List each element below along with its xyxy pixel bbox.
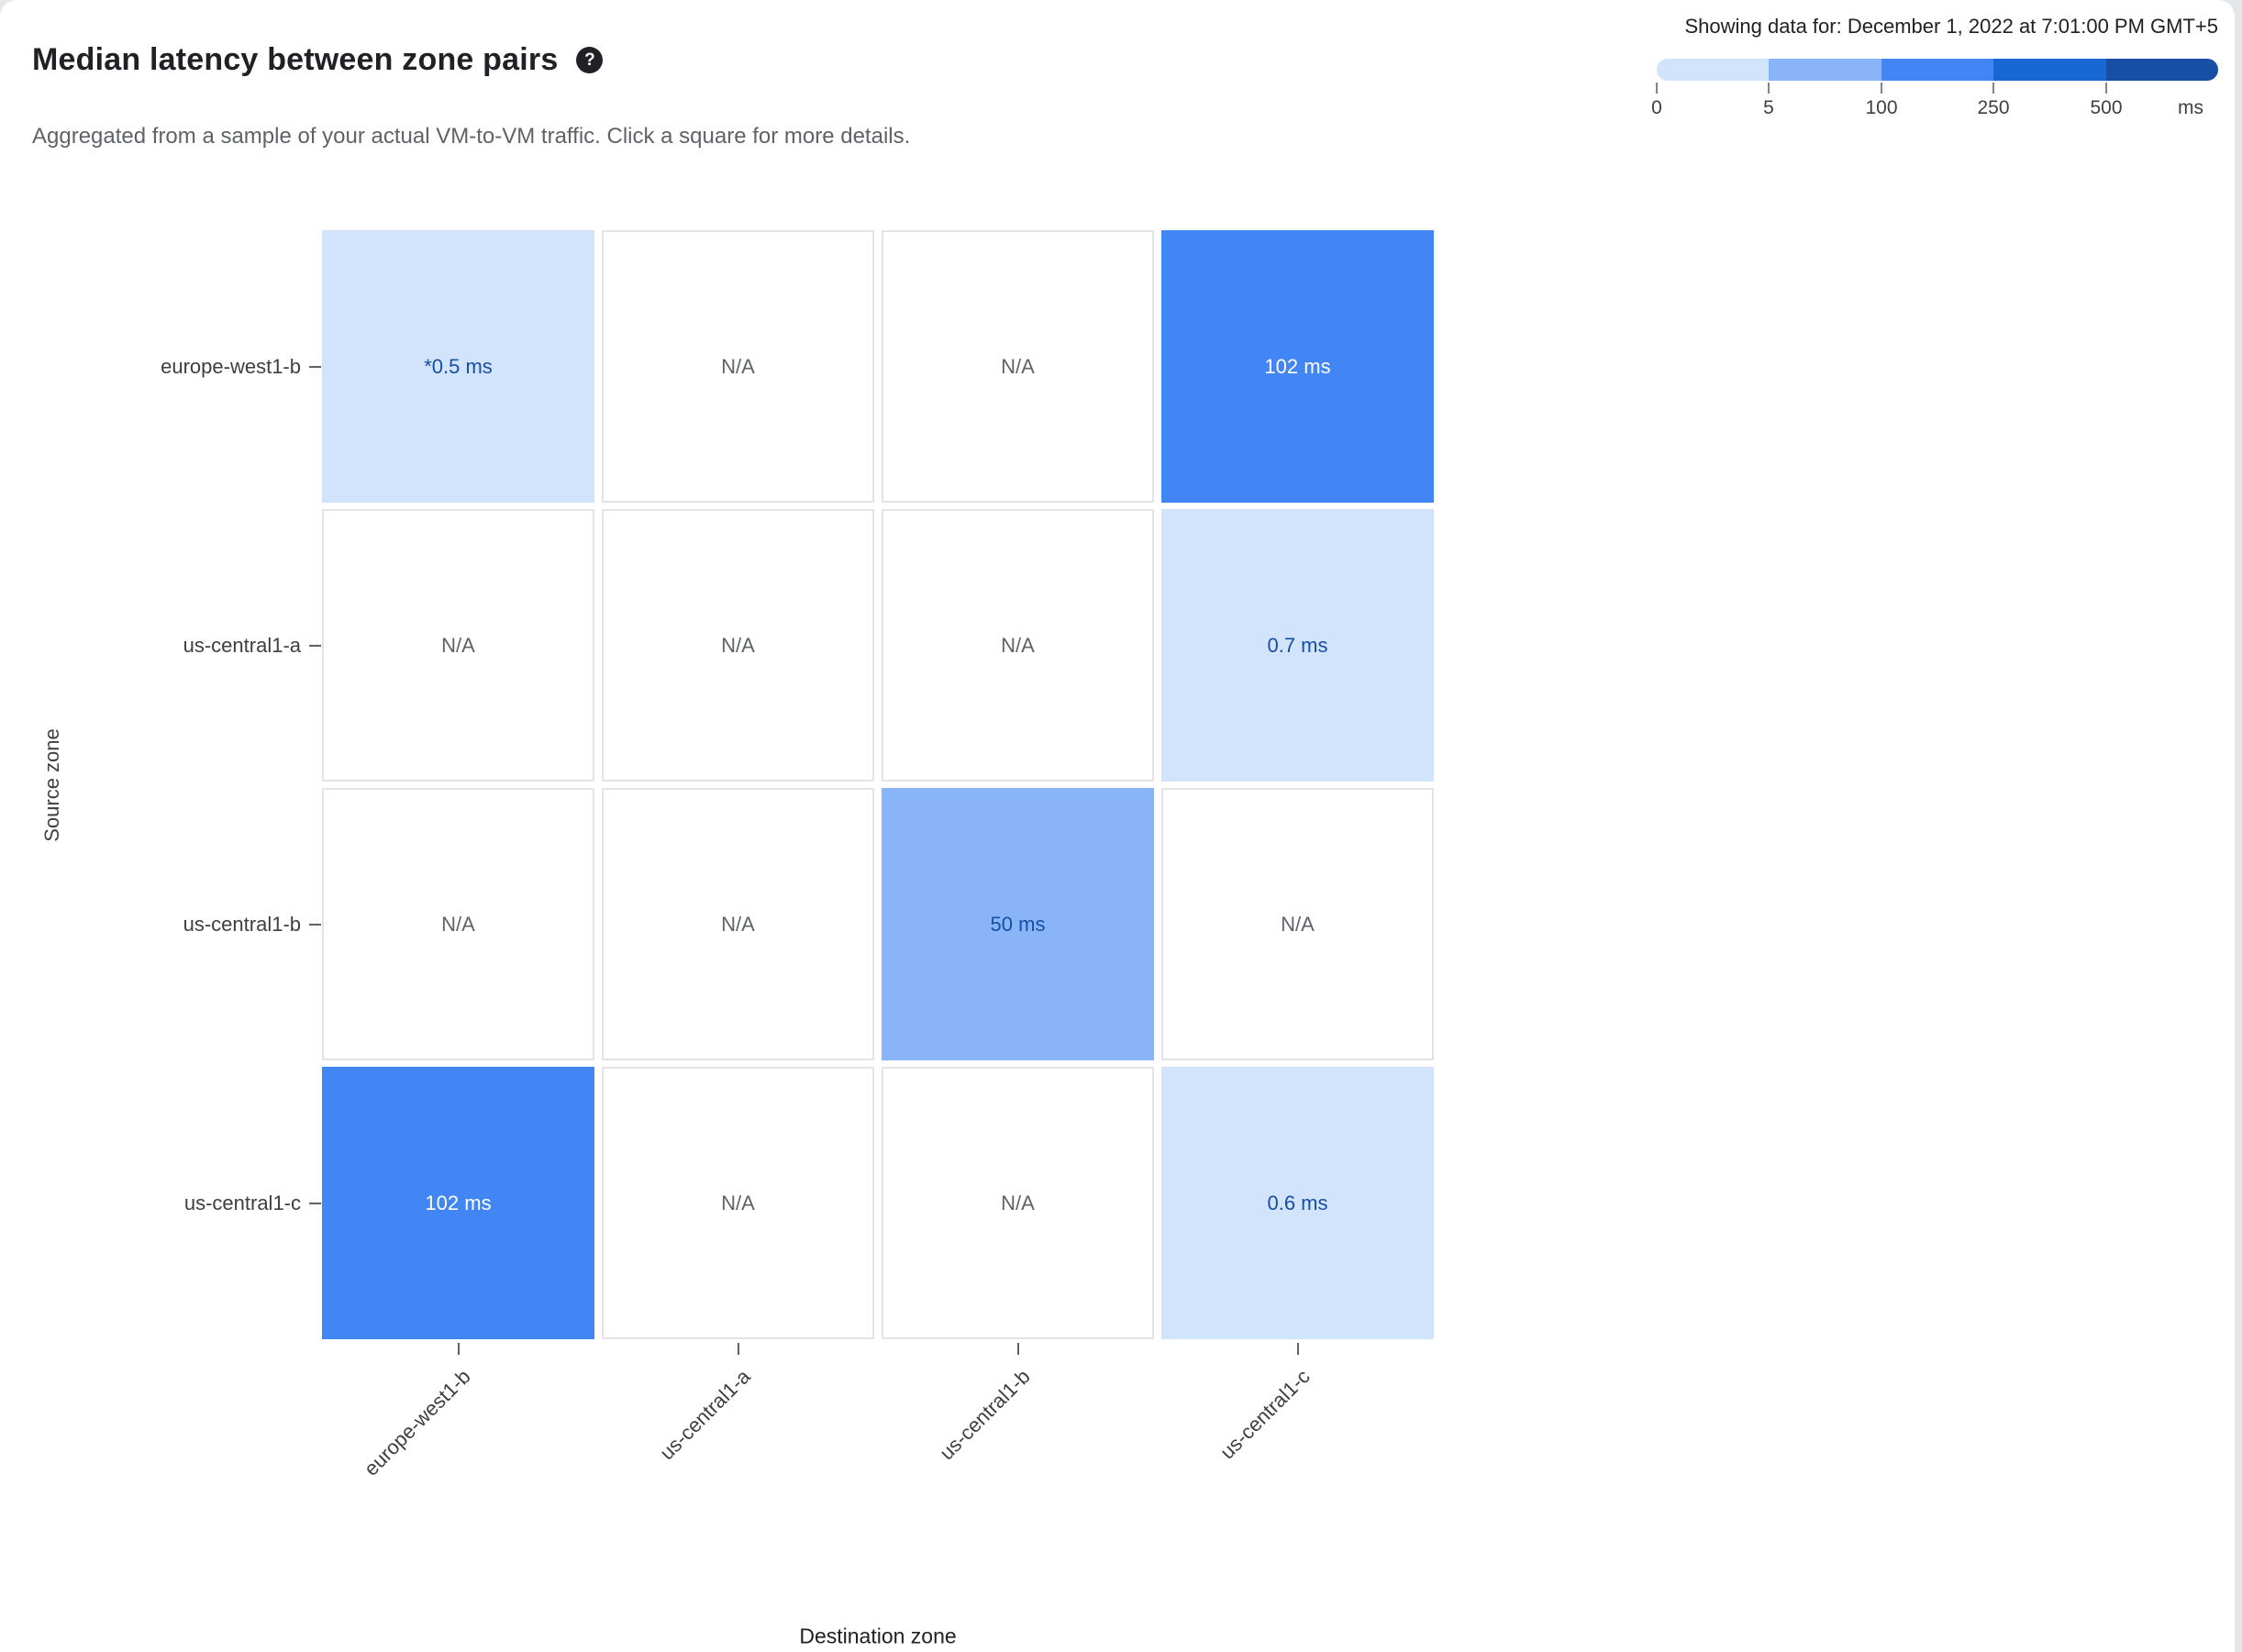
legend-tick-label: 100 [1865,97,1898,118]
row-label: us-central1-a [183,633,301,657]
heatmap-cell[interactable]: 0.7 ms [1161,509,1434,782]
legend-color-segment [2105,59,2218,81]
data-timestamp-and-legend: Showing data for: December 1, 2022 at 7:… [1651,15,2219,136]
help-icon[interactable]: ? [576,47,604,73]
legend-ticks: ms 0 5 100 250 500 [1651,59,2218,136]
col-tick-mark [737,1343,739,1355]
heatmap-grid: *0.5 ms N/A N/A 102 ms N/A N/A N/A 0.7 ms N/A N/A… [322,230,1434,1339]
legend-tick-mark [1656,83,1658,94]
legend-tick-label: 500 [2090,97,2123,118]
heatmap-cell[interactable]: N/A [882,1067,1154,1339]
heatmap-cell[interactable]: 102 ms [1161,230,1434,503]
col-label: us-central1-a [654,1365,755,1465]
heatmap-cell[interactable]: N/A [882,509,1154,782]
heatmap-cell[interactable]: N/A [602,1067,874,1339]
heatmap-cell[interactable]: 0.6 ms [1161,1067,1434,1339]
legend-tick-label: 0 [1651,97,1662,118]
legend-tick-label: 250 [1977,97,2010,118]
legend-tick-mark [1768,83,1770,94]
header: Median latency between zone pairs ? [32,42,604,78]
legend-color-segment [1657,59,1770,81]
legend-tick-mark [1881,83,1882,94]
legend-tick-mark [2105,83,2107,94]
subtitle: Aggregated from a sample of your actual … [32,124,911,149]
latency-color-legend: ms 0 5 100 250 500 [1651,59,2218,136]
y-axis-title: Source zone [40,728,63,842]
heatmap-cell[interactable]: N/A [602,788,874,1060]
col-tick-mark [457,1343,460,1355]
heatmap-cell[interactable]: N/A [602,509,874,782]
legend-unit-label: ms [2178,97,2203,118]
col-tick-mark [1296,1343,1299,1355]
x-axis-title: Destination zone [799,1624,957,1648]
legend-color-segment [1769,59,1881,81]
col-label: us-central1-b [934,1365,1035,1465]
row-label: europe-west1-b [161,354,301,378]
page-title: Median latency between zone pairs [32,42,559,77]
row-tick-mark [309,1202,321,1204]
heatmap-cell[interactable]: N/A [1161,788,1434,1060]
heatmap-cell[interactable]: 50 ms [882,788,1154,1060]
heatmap-cell[interactable]: 102 ms [322,1067,594,1339]
row-tick-mark [309,365,321,368]
row-tick-mark [309,644,321,647]
heatmap-cell[interactable]: N/A [322,509,594,782]
heatmap-cell[interactable]: *0.5 ms [322,230,594,503]
col-tick-mark [1016,1343,1019,1355]
legend-color-segment [1881,59,1994,81]
heatmap-cell[interactable]: N/A [602,230,874,503]
showing-data-label: Showing data for: December 1, 2022 at 7:… [1684,15,2219,38]
legend-color-segment [1993,59,2106,81]
col-label: europe-west1-b [359,1365,475,1480]
legend-tick-mark [1992,83,1994,94]
row-label: us-central1-c [183,1191,301,1214]
row-tick-mark [309,923,321,926]
legend-bar [1657,59,2218,81]
heatmap-cell[interactable]: N/A [882,230,1154,503]
legend-tick-label: 5 [1763,97,1774,118]
col-label: us-central1-c [1215,1365,1315,1464]
heatmap-cell[interactable]: N/A [322,788,594,1060]
row-label: us-central1-b [183,912,301,936]
